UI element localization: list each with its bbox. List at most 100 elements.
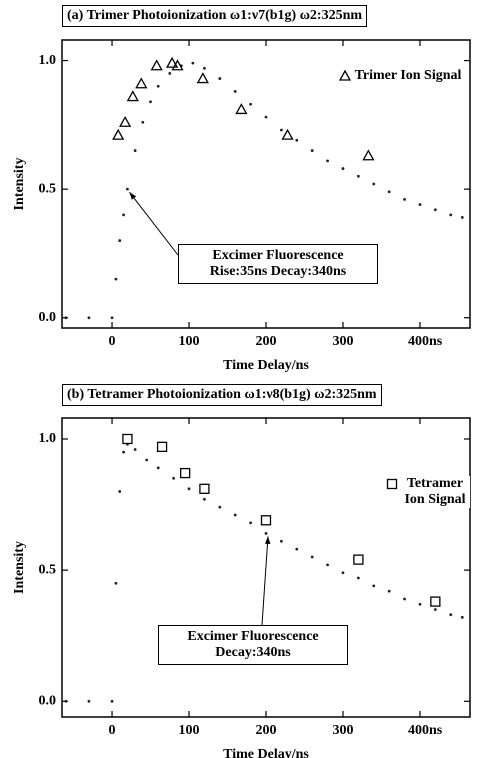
legend-marker <box>338 69 352 81</box>
annotation-arrow <box>261 536 269 626</box>
fluorescence-point <box>233 513 237 517</box>
fluorescence-point <box>372 584 376 588</box>
ion-point <box>126 90 139 102</box>
y-tick-label: 0.0 <box>39 693 57 708</box>
fluorescence-point <box>460 216 464 219</box>
y-tick-label: 1.0 <box>39 53 57 68</box>
x-tick-label: 100 <box>179 723 200 738</box>
fluorescence-point <box>187 487 191 491</box>
fluorescence-point <box>341 571 345 575</box>
y-tick-label: 1.0 <box>39 431 57 446</box>
fluorescence-point <box>87 316 91 320</box>
fluorescence-point <box>118 490 122 493</box>
fluorescence-point <box>172 476 176 480</box>
ion-point <box>119 115 132 127</box>
fluorescence-point <box>133 149 137 152</box>
fluorescence-point <box>233 90 237 93</box>
annotation-arrow <box>129 191 179 256</box>
fluorescence-point <box>403 597 406 601</box>
fluorescence-point <box>133 448 137 451</box>
fluorescence-point <box>356 174 360 178</box>
fluorescence-point <box>460 615 464 619</box>
fluorescence-point <box>418 203 422 206</box>
fluorescence-point <box>433 208 437 212</box>
fluorescence-point <box>249 102 253 106</box>
fluorescence-point <box>218 77 222 80</box>
x-axis-label: Time Delay/ns <box>223 358 309 373</box>
x-tick-label: 300 <box>332 334 353 349</box>
x-tick-label: 200 <box>256 723 277 738</box>
x-tick-label: 100 <box>179 334 200 349</box>
fluorescence-point <box>295 547 299 551</box>
fluorescence-point <box>326 159 329 163</box>
arrow-head <box>264 536 271 545</box>
fluorescence-point <box>118 239 122 242</box>
fluorescence-point <box>326 563 329 567</box>
legend-label: Tetramer Ion Signal <box>400 476 470 508</box>
annotation: Excimer Fluorescence Rise:35ns Decay:340… <box>178 244 378 284</box>
ion-point <box>135 77 148 89</box>
panel-title: (b) Tetramer Photoionization ω1:ν8(b1g) … <box>62 384 382 406</box>
panel-title: (a) Trimer Photoionization ω1:ν7(b1g) ω2… <box>62 5 368 27</box>
legend-marker <box>386 478 398 490</box>
fluorescence-point <box>64 316 68 320</box>
x-tick-label: 400ns <box>408 334 443 349</box>
y-axis-label: Intensity <box>12 541 27 594</box>
fluorescence-point <box>218 505 222 509</box>
fluorescence-point <box>449 213 453 217</box>
x-tick-label: 300 <box>332 723 353 738</box>
fluorescence-point <box>126 187 129 191</box>
fluorescence-point <box>64 699 68 703</box>
ion-point <box>196 72 209 84</box>
fluorescence-point <box>403 198 406 201</box>
fluorescence-point <box>141 120 145 124</box>
fluorescence-point <box>203 66 206 70</box>
fluorescence-point <box>356 576 360 580</box>
ion-point <box>260 515 272 526</box>
fluorescence-point <box>249 521 253 525</box>
fluorescence-point <box>114 277 118 281</box>
ion-point <box>156 441 168 453</box>
ion-point <box>430 596 441 607</box>
fluorescence-point <box>433 608 437 611</box>
fluorescence-point <box>295 138 299 142</box>
fluorescence-point <box>122 450 125 454</box>
fluorescence-point <box>264 115 268 119</box>
fluorescence-point <box>418 602 422 606</box>
fluorescence-point <box>372 182 376 186</box>
fluorescence-point <box>149 100 152 104</box>
fluorescence-point <box>191 61 195 65</box>
fluorescence-point <box>387 589 391 593</box>
x-tick-label: 0 <box>109 723 116 738</box>
ion-point <box>171 59 184 71</box>
arrow-head <box>129 192 137 200</box>
fluorescence-point <box>156 84 160 88</box>
ion-point <box>353 554 364 565</box>
fluorescence-point <box>156 466 160 470</box>
y-tick-label: 0.5 <box>39 562 57 577</box>
annotation: Excimer Fluorescence Decay:340ns <box>158 625 348 665</box>
fluorescence-point <box>110 316 114 320</box>
fluorescence-point <box>110 699 114 703</box>
x-axis-label: Time Delay/ns <box>223 747 309 758</box>
fluorescence-point <box>145 458 149 462</box>
x-tick-label: 0 <box>109 334 116 349</box>
fluorescence-point <box>122 213 125 217</box>
fluorescence-point <box>114 581 118 585</box>
y-tick-label: 0.0 <box>39 310 57 325</box>
ion-point <box>165 56 179 68</box>
x-tick-label: 200 <box>256 334 277 349</box>
fluorescence-point <box>279 539 283 543</box>
fluorescence-point <box>168 72 172 75</box>
fluorescence-point <box>310 555 314 559</box>
ion-point <box>180 467 191 479</box>
y-axis-label: Intensity <box>12 158 27 211</box>
ion-point <box>235 103 248 115</box>
fluorescence-point <box>279 128 283 132</box>
ion-point <box>281 128 294 140</box>
ion-point <box>122 433 133 445</box>
fluorescence-point <box>341 167 345 170</box>
ion-point <box>150 59 163 71</box>
